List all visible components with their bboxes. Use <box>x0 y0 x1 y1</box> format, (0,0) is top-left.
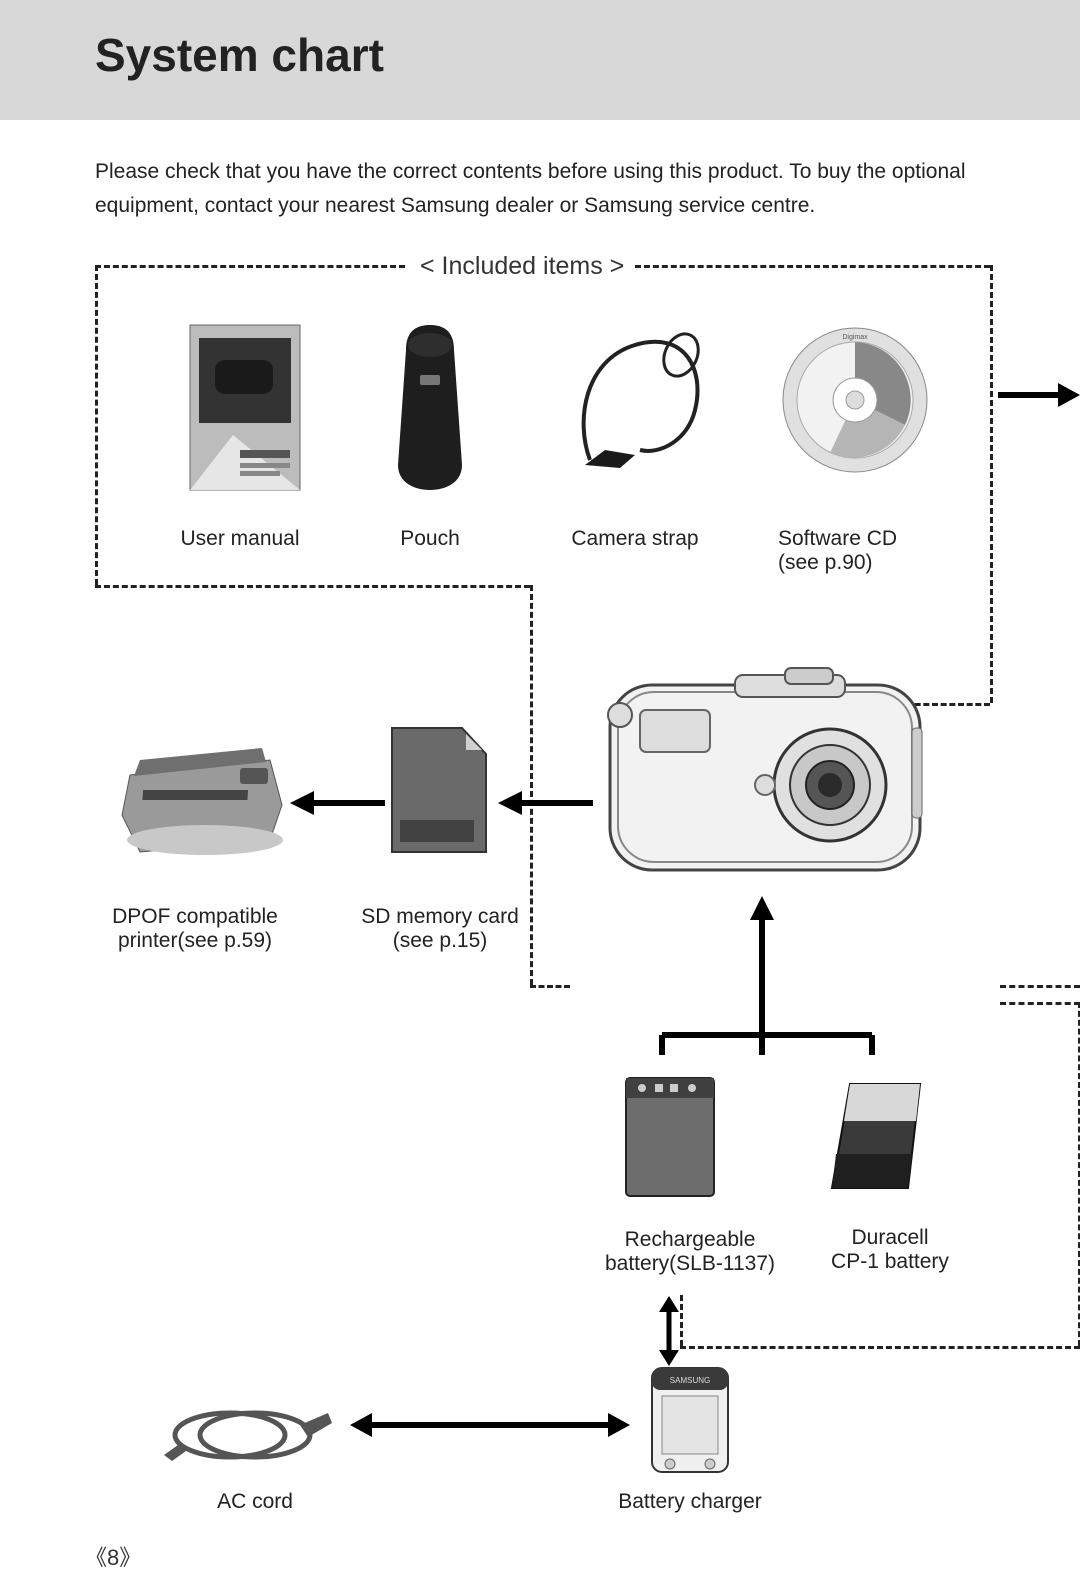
duracell-label: Duracell CP-1 battery <box>810 1226 970 1274</box>
included-box-left <box>95 265 98 585</box>
software-cd-label: Software CD (see p.90) <box>778 527 938 575</box>
included-box-top-right <box>635 265 990 268</box>
battery-charger-label: Battery charger <box>600 1490 780 1514</box>
rechargeable-label: Rechargeable battery(SLB-1137) <box>580 1228 800 1276</box>
page-title: System chart <box>95 28 384 82</box>
printer-label-2: printer(see p.59) <box>118 929 272 952</box>
arrow-ac-charger <box>350 1410 630 1440</box>
pouch-icon <box>380 320 480 495</box>
sd-card-icon <box>384 720 494 860</box>
intro-text: Please check that you have the correct c… <box>95 155 995 222</box>
arrow-sd-to-printer <box>290 788 385 818</box>
duracell-label-1: Duracell <box>851 1226 928 1249</box>
intro-line1: Please check that you have the correct c… <box>95 160 966 183</box>
included-items-label: < Included items > <box>420 252 624 281</box>
user-manual-icon <box>185 320 305 500</box>
sd-card-label-1: SD memory card <box>361 905 519 928</box>
user-manual-label: User manual <box>165 527 315 551</box>
arrow-battery-up <box>612 890 932 1055</box>
ac-cord-label: AC cord <box>200 1490 310 1514</box>
arrow-charger-battery <box>654 1296 684 1366</box>
intro-line2: equipment, contact your nearest Samsung … <box>95 194 815 217</box>
printer-label: DPOF compatible printer(see p.59) <box>95 905 295 953</box>
rechargeable-label-1: Rechargeable <box>625 1228 756 1251</box>
battery-group-top-r <box>1000 1002 1080 1005</box>
rechargeable-battery-icon <box>620 1072 720 1202</box>
included-box-top-left <box>95 265 405 268</box>
page-container: System chart Please check that you have … <box>0 0 1080 1585</box>
sd-card-label: SD memory card (see p.15) <box>340 905 540 953</box>
printer-label-1: DPOF compatible <box>112 905 278 928</box>
software-cd-icon: Digimax <box>780 325 930 475</box>
pouch-label: Pouch <box>385 527 475 551</box>
camera-strap-label: Camera strap <box>555 527 715 551</box>
software-cd-label-2: (see p.90) <box>778 551 873 574</box>
battery-charger-icon: SAMSUNG <box>640 1360 740 1480</box>
included-box-right <box>990 265 993 703</box>
sd-card-label-2: (see p.15) <box>393 929 488 952</box>
printer-icon <box>110 720 290 870</box>
duracell-label-2: CP-1 battery <box>831 1250 949 1273</box>
software-cd-label-1: Software CD <box>778 527 897 550</box>
arrow-camera-to-sd <box>498 788 593 818</box>
camera-icon <box>590 640 940 890</box>
included-box-bottom <box>95 585 530 588</box>
svg-text:SAMSUNG: SAMSUNG <box>670 1376 710 1385</box>
svg-text:Digimax: Digimax <box>842 334 868 341</box>
lower-box-bottom-extend <box>1000 985 1080 988</box>
rechargeable-label-2: battery(SLB-1137) <box>605 1252 775 1275</box>
page-number: 《8》 <box>85 1540 141 1572</box>
duracell-battery-icon <box>820 1076 930 1196</box>
ac-cord-icon <box>160 1395 340 1465</box>
camera-strap-icon <box>565 320 715 490</box>
battery-group-top <box>680 1346 1080 1349</box>
arrow-right-offpage <box>998 380 1080 410</box>
lower-box-bottom-left <box>530 985 570 988</box>
